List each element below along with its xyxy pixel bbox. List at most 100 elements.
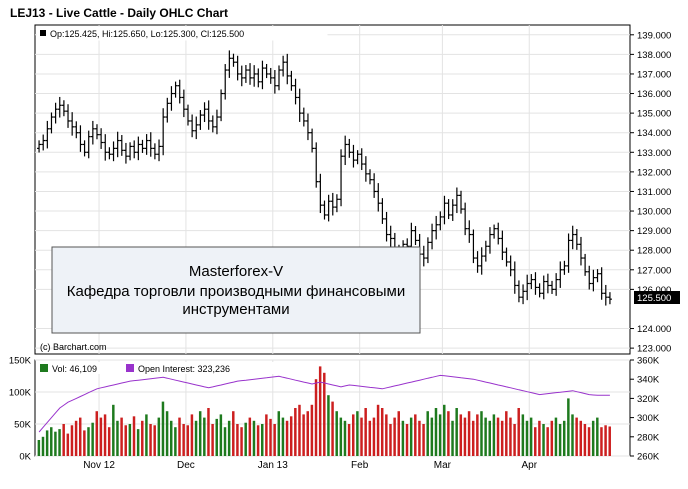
ohlc-bar: [227, 50, 232, 78]
ohlc-bar: [479, 247, 484, 275]
ohlc-bar: [115, 131, 120, 158]
volume-bar: [281, 417, 285, 456]
ohlc-bar: [202, 102, 207, 123]
last-price-badge: 125.500: [634, 291, 680, 304]
oi-tick-label: 360K: [637, 356, 660, 367]
volume-bar: [244, 422, 247, 456]
volume-bar: [426, 411, 429, 456]
ohlc-bar: [214, 109, 219, 135]
last-price-box: [634, 291, 680, 304]
price-tick-label: 137.000: [637, 69, 671, 80]
volume-axis-right: 360K 340K 320K 300K 280K 260K: [630, 356, 660, 463]
volume-bar: [430, 417, 434, 456]
volume-bar: [174, 427, 177, 456]
volume-bar: [562, 420, 566, 456]
volume-bar: [401, 420, 405, 456]
ohlc-bar: [355, 150, 360, 165]
volume-bar: [335, 411, 338, 456]
ohlc-bar: [330, 192, 335, 216]
volume-bar: [583, 424, 587, 456]
ohlc-bar: [471, 229, 476, 264]
ohlc-bar: [161, 108, 166, 156]
oi-tick-label: 260K: [637, 452, 660, 463]
volume-bar: [318, 366, 322, 456]
volume-bar: [534, 427, 537, 456]
ohlc-bar: [148, 132, 153, 157]
ohlc-bar: [574, 229, 579, 250]
volume-bar: [389, 424, 392, 456]
volume-bar: [289, 416, 293, 456]
volume-bar: [37, 440, 41, 456]
volume-bar: [261, 424, 264, 456]
ohlc-bar: [516, 280, 521, 303]
price-tick-label: 132.000: [637, 167, 671, 178]
price-tick-label: 126.000: [637, 285, 671, 296]
ohlc-bar: [305, 113, 310, 141]
volume-bar: [327, 395, 330, 456]
ohlc-bar: [210, 115, 215, 133]
ohlc-bar: [206, 100, 211, 130]
ohlc-bar: [438, 211, 443, 231]
price-tick-label: 136.000: [637, 89, 671, 100]
volume-bar: [198, 411, 202, 456]
ohlc-bar: [318, 173, 323, 214]
ohlc-bar: [223, 64, 228, 100]
ohlc-bar: [570, 225, 575, 250]
volume-bar: [492, 414, 496, 456]
ohlc-bar: [285, 53, 290, 85]
volume-bar: [240, 427, 243, 456]
ohlc-bar: [289, 70, 294, 91]
volume-bar: [215, 418, 218, 456]
ohlc-bar: [566, 233, 571, 273]
volume-bar: [107, 427, 111, 456]
ohlc-bar: [537, 283, 542, 298]
ohlc-bar: [425, 237, 430, 264]
ohlc-bar: [446, 199, 451, 220]
ohlc-series: [37, 50, 612, 306]
volume-bar: [356, 411, 359, 456]
volume-bar: [554, 417, 558, 456]
volume-bar: [385, 414, 388, 456]
volume-bar: [169, 420, 173, 456]
volume-bar: [194, 420, 198, 456]
ohlc-bar: [525, 274, 530, 301]
ohlc-bar: [380, 198, 385, 224]
ohlc-bar: [177, 79, 182, 104]
ohlc-bar: [119, 135, 124, 156]
ohlc-bar: [467, 220, 472, 243]
volume-bar: [368, 420, 372, 456]
volume-bar: [211, 424, 214, 456]
volume-bar: [476, 414, 479, 456]
volume-bar: [136, 429, 140, 456]
ohlc-bar: [607, 292, 612, 305]
ohlc-bar: [541, 275, 546, 300]
watermark-box: [51, 246, 421, 334]
price-tick-label: 134.000: [637, 128, 671, 139]
legend-bg: [37, 362, 297, 374]
ohlc-bar: [599, 267, 604, 300]
volume-bar: [343, 420, 347, 456]
legend-volume: Vol: 46,109: [52, 364, 97, 374]
ohlc-bar: [128, 142, 133, 161]
ohlc-bar: [500, 230, 505, 261]
volume-bar: [116, 420, 119, 456]
ohlc-bar: [90, 120, 95, 145]
volume-bar: [463, 417, 467, 456]
ohlc-bar: [268, 67, 273, 84]
price-tick-label: 129.000: [637, 226, 671, 237]
volume-bar: [418, 420, 421, 456]
ohlc-bar: [45, 120, 50, 149]
price-tick-label: 124.000: [637, 324, 671, 335]
volume-bar: [529, 417, 533, 456]
volume-bar: [285, 420, 289, 456]
volume-bar: [608, 426, 611, 456]
ohlc-bar: [243, 64, 248, 83]
volume-bar: [203, 417, 206, 456]
volume-bar: [546, 427, 549, 456]
volume-bar: [360, 417, 363, 456]
ohlc-bar: [123, 142, 128, 164]
ohlc-bar: [152, 143, 157, 160]
volume-bar: [256, 425, 260, 456]
ohlc-bar: [136, 136, 141, 161]
volume-bar: [496, 417, 500, 456]
